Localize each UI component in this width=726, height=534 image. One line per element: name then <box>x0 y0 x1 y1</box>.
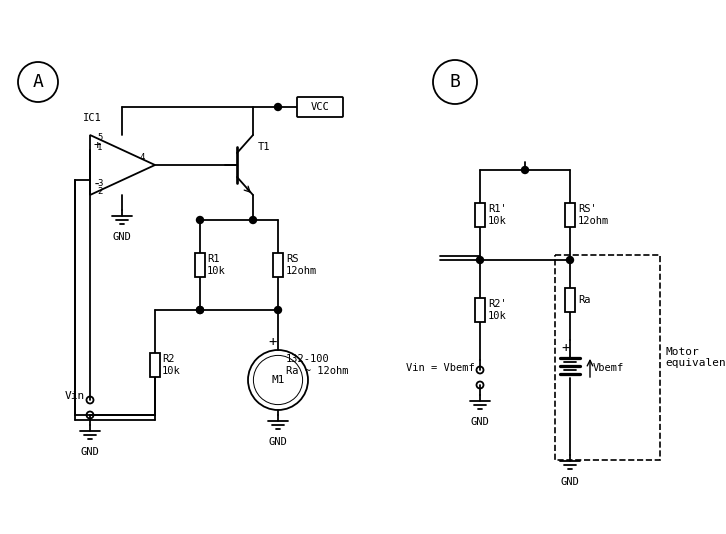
Text: RS
12ohm: RS 12ohm <box>286 254 317 276</box>
Text: Motor
equivalent: Motor equivalent <box>665 347 726 368</box>
Circle shape <box>274 307 282 313</box>
Text: -: - <box>93 178 102 192</box>
Text: +: + <box>93 138 100 152</box>
Circle shape <box>476 256 484 263</box>
Circle shape <box>521 167 529 174</box>
Text: 3: 3 <box>97 178 102 187</box>
Text: R1
10k: R1 10k <box>207 254 226 276</box>
Circle shape <box>197 307 203 313</box>
Bar <box>273 253 283 277</box>
Bar <box>565 288 575 312</box>
Text: Ra: Ra <box>578 295 590 305</box>
Text: VCC: VCC <box>311 102 330 112</box>
Text: IC1: IC1 <box>83 113 102 123</box>
Text: RS'
12ohm: RS' 12ohm <box>578 204 609 226</box>
Text: B: B <box>449 73 460 91</box>
Circle shape <box>250 216 256 224</box>
FancyBboxPatch shape <box>297 97 343 117</box>
Circle shape <box>274 104 282 111</box>
Text: 132-100
Ra ~ 12ohm: 132-100 Ra ~ 12ohm <box>286 354 348 376</box>
Bar <box>195 253 205 277</box>
Circle shape <box>197 307 203 313</box>
Text: +: + <box>562 341 570 355</box>
Bar <box>565 203 575 227</box>
Text: 5: 5 <box>97 134 102 143</box>
Text: R2
10k: R2 10k <box>162 354 181 376</box>
Text: 1: 1 <box>97 143 102 152</box>
Text: R2'
10k: R2' 10k <box>488 299 507 321</box>
Text: T1: T1 <box>258 142 271 152</box>
Text: A: A <box>33 73 44 91</box>
Text: 2: 2 <box>97 187 102 197</box>
Text: GND: GND <box>269 437 287 447</box>
Text: GND: GND <box>113 232 131 242</box>
Text: 4: 4 <box>140 153 145 161</box>
Circle shape <box>197 216 203 224</box>
Text: Vin = Vbemf: Vin = Vbemf <box>407 363 475 373</box>
Text: R1'
10k: R1' 10k <box>488 204 507 226</box>
Text: Vin: Vin <box>65 391 85 401</box>
Bar <box>475 203 485 227</box>
Text: M1: M1 <box>272 375 285 385</box>
Text: Vbemf: Vbemf <box>593 363 624 373</box>
Text: GND: GND <box>560 477 579 487</box>
Text: +: + <box>269 335 277 349</box>
Text: GND: GND <box>81 447 99 457</box>
Text: GND: GND <box>470 417 489 427</box>
Bar <box>555 255 660 460</box>
Circle shape <box>566 256 574 263</box>
Bar <box>150 353 160 377</box>
Bar <box>475 298 485 322</box>
